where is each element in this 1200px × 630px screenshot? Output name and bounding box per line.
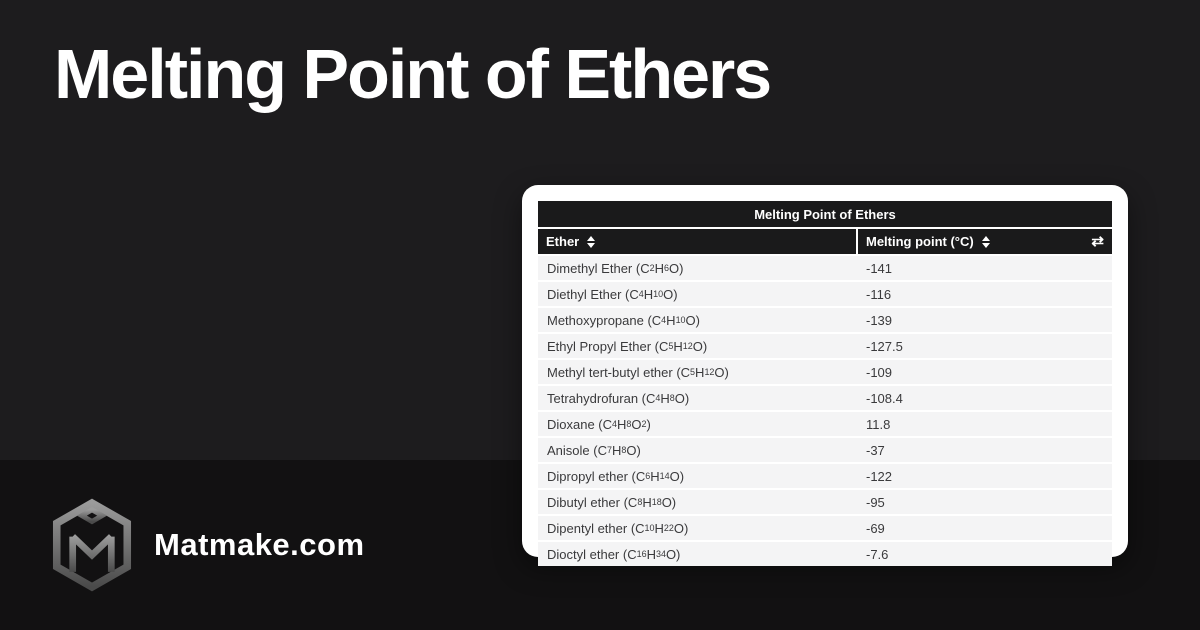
table-row: Anisole (C 7 H 8 O) -37: [538, 438, 1112, 462]
ether-name-cell: Dipropyl ether (C 6 H 14 O): [547, 468, 685, 484]
sort-down-arrow-icon: [587, 242, 596, 248]
brand-name: Matmake.com: [154, 527, 365, 562]
matmake-cube-logo: [52, 498, 132, 592]
melting-point-cell: 11.8: [866, 416, 891, 432]
melting-point-table: Melting Point of Ethers Ether Melting po…: [538, 201, 1112, 566]
sort-down-arrow-icon: [981, 242, 990, 248]
melting-point-cell: -95: [866, 494, 885, 510]
table-row: Dioxane (C 4 H 8 O 2) 11.8: [538, 412, 1112, 436]
column-header-melting-point-label: Melting point (°C): [866, 234, 974, 249]
table-row: Dibutyl ether (C 8 H 18 O) -95: [538, 490, 1112, 514]
melting-point-cell: -127.5: [866, 338, 903, 354]
table-row: Methyl tert-butyl ether (C 5 H 12 O) -109: [538, 360, 1112, 384]
table-row: Dipropyl ether (C 6 H 14 O) -122: [538, 464, 1112, 488]
table-row: Dipentyl ether (C 10 H 22 O) -69: [538, 516, 1112, 540]
table-title: Melting Point of Ethers: [538, 201, 1112, 227]
ether-name-cell: Diethyl Ether (C 4 H 10 O): [547, 286, 678, 302]
melting-point-cell: -37: [866, 442, 885, 458]
column-header-melting-point[interactable]: Melting point (°C) ⇄: [858, 229, 1112, 254]
melting-point-cell: -139: [866, 312, 893, 328]
ether-name-cell: Methyl tert-butyl ether (C 5 H 12 O): [547, 364, 729, 380]
sort-arrows-icon[interactable]: [587, 235, 596, 248]
ether-name-cell: Dioxane (C 4 H 8 O 2): [547, 416, 651, 432]
sort-arrows-icon[interactable]: [981, 235, 990, 248]
table-card: Melting Point of Ethers Ether Melting po…: [522, 185, 1128, 566]
table-row: Methoxypropane (C 4 H 10 O) -139: [538, 308, 1112, 332]
ether-name-cell: Dipentyl ether (C 10 H 22 O): [547, 520, 689, 536]
ether-name-cell: Anisole (C 7 H 8 O): [547, 442, 641, 458]
table-body: Dimethyl Ether (C 2 H 6 O) -141 Diethyl Ether …: [538, 256, 1112, 566]
ether-name-cell: Tetrahydrofuran (C 4 H 8 O): [547, 390, 690, 406]
brand-footer: Matmake.com: [50, 498, 365, 592]
sort-up-arrow-icon: [981, 235, 990, 241]
melting-point-cell: -108.4: [866, 390, 903, 406]
table-row: Dimethyl Ether (C 2 H 6 O) -141: [538, 256, 1112, 280]
table-row: Tetrahydrofuran (C 4 H 8 O) -108.4: [538, 386, 1112, 410]
ether-name-cell: Methoxypropane (C 4 H 10 O): [547, 312, 700, 328]
ether-name-cell: Dioctyl ether (C 16 H 34 O): [547, 546, 681, 562]
table-header-row: Ether Melting point (°C) ⇄: [538, 229, 1112, 254]
melting-point-cell: -109: [866, 364, 893, 380]
ether-name-cell: Dibutyl ether (C 8 H 18 O): [547, 494, 677, 510]
melting-point-cell: -69: [866, 520, 885, 536]
column-header-ether-label: Ether: [546, 234, 580, 249]
table-row: Ethyl Propyl Ether (C 5 H 12 O) -127.5: [538, 334, 1112, 358]
column-header-ether[interactable]: Ether: [538, 229, 856, 254]
sort-up-arrow-icon: [587, 235, 596, 241]
melting-point-cell: -7.6: [866, 546, 889, 562]
table-row: Diethyl Ether (C 4 H 10 O) -116: [538, 282, 1112, 306]
melting-point-cell: -116: [866, 286, 892, 302]
melting-point-cell: -122: [866, 468, 893, 484]
melting-point-cell: -141: [866, 260, 893, 276]
swap-columns-icon[interactable]: ⇄: [1091, 233, 1104, 250]
ether-name-cell: Dimethyl Ether (C 2 H 6 O): [547, 260, 684, 276]
table-row: Dioctyl ether (C 16 H 34 O) -7.6: [538, 542, 1112, 566]
ether-name-cell: Ethyl Propyl Ether (C 5 H 12 O): [547, 338, 708, 354]
page-title: Melting Point of Ethers: [54, 35, 772, 113]
